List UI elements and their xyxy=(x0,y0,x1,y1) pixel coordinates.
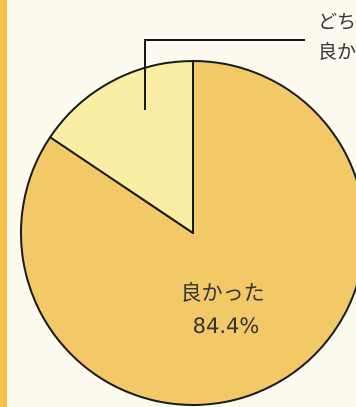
left-accent-bar xyxy=(0,0,7,407)
pie-slice-main xyxy=(20,60,356,406)
slice-label-small-line-1: どち xyxy=(318,11,356,33)
slice-label-main-line-1: 良かった xyxy=(181,281,265,305)
pie-slice-small xyxy=(49,60,194,234)
slice-label-main: 良かった 84.4% xyxy=(181,281,272,338)
slice-label-small-line-2: 良か xyxy=(318,41,356,63)
leader-line xyxy=(144,39,305,110)
pie-slices xyxy=(20,60,356,406)
slice-label-small: どち 良か xyxy=(318,11,356,63)
slice-label-main-value: 84.4% xyxy=(193,314,260,338)
